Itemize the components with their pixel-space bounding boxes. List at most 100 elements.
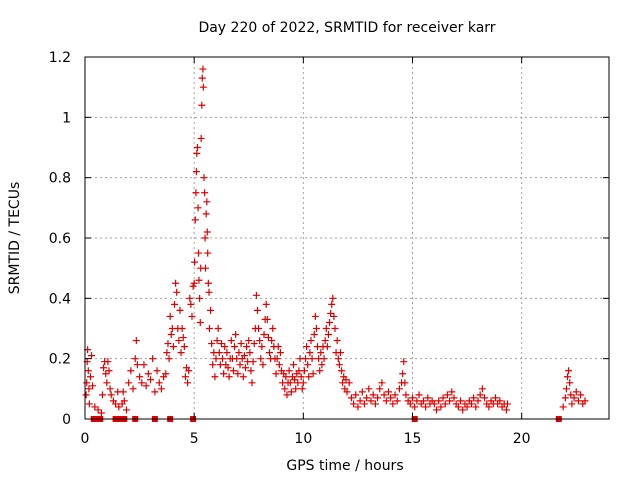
x-tick-label: 10 bbox=[294, 431, 312, 447]
data-point bbox=[196, 318, 204, 326]
data-point bbox=[286, 379, 294, 387]
data-point bbox=[354, 403, 362, 411]
data-point bbox=[328, 300, 336, 308]
data-point bbox=[564, 373, 572, 381]
data-point bbox=[369, 391, 377, 399]
data-point bbox=[253, 306, 261, 314]
data-point bbox=[202, 210, 210, 218]
data-point bbox=[269, 325, 277, 332]
data-point bbox=[217, 340, 225, 348]
data-point bbox=[202, 264, 210, 272]
data-point bbox=[342, 376, 350, 384]
data-point bbox=[577, 391, 585, 399]
data-point bbox=[409, 394, 416, 402]
data-point bbox=[441, 400, 449, 408]
data-point bbox=[223, 349, 231, 357]
data-point bbox=[376, 385, 384, 393]
axis-ticks: 0 5 10 15 20 0 0.2 0.4 0.6 0.8 1 1.2 bbox=[49, 50, 609, 447]
data-point bbox=[149, 355, 157, 363]
data-point bbox=[298, 385, 306, 393]
data-point bbox=[82, 391, 90, 399]
data-point bbox=[393, 397, 401, 405]
data-point bbox=[252, 291, 260, 299]
data-point bbox=[257, 355, 265, 363]
data-point bbox=[387, 394, 395, 402]
data-point bbox=[476, 391, 484, 399]
data-point bbox=[231, 343, 239, 351]
data-point bbox=[334, 355, 342, 363]
data-point bbox=[367, 397, 375, 405]
data-point bbox=[195, 249, 203, 257]
data-point bbox=[200, 174, 208, 182]
data-point bbox=[285, 367, 293, 375]
data-point bbox=[433, 406, 441, 414]
data-point bbox=[448, 388, 456, 396]
x-tick-label: 5 bbox=[190, 431, 199, 447]
data-point bbox=[391, 391, 399, 399]
data-point bbox=[227, 337, 235, 345]
data-point bbox=[215, 349, 223, 357]
y-tick-label: 1.2 bbox=[49, 50, 71, 66]
data-point bbox=[502, 406, 510, 414]
data-point bbox=[165, 355, 173, 363]
data-point bbox=[363, 394, 371, 402]
data-point bbox=[127, 367, 135, 375]
data-point bbox=[120, 397, 128, 405]
data-point bbox=[567, 391, 575, 399]
y-tick-label: 0.8 bbox=[49, 171, 71, 187]
data-point bbox=[258, 343, 266, 351]
data-point bbox=[446, 397, 454, 405]
data-point bbox=[179, 334, 187, 342]
data-point bbox=[331, 325, 339, 332]
data-point bbox=[163, 349, 171, 357]
data-point bbox=[297, 373, 305, 381]
data-point bbox=[204, 279, 212, 287]
data-point bbox=[463, 403, 471, 411]
data-point bbox=[572, 388, 580, 396]
data-point bbox=[384, 388, 392, 396]
data-point bbox=[136, 373, 144, 381]
data-point bbox=[281, 385, 289, 393]
data-point bbox=[199, 65, 207, 73]
data-point bbox=[399, 370, 407, 378]
data-point bbox=[157, 385, 165, 393]
data-point bbox=[144, 370, 152, 378]
data-point bbox=[283, 391, 291, 399]
data-point bbox=[173, 288, 181, 296]
data-point bbox=[430, 400, 438, 408]
data-point bbox=[422, 403, 430, 411]
data-point bbox=[365, 385, 373, 393]
data-point bbox=[287, 388, 295, 396]
data-point bbox=[203, 228, 211, 236]
data-point bbox=[415, 391, 423, 399]
data-point bbox=[201, 234, 209, 242]
data-point bbox=[260, 331, 268, 339]
data-point bbox=[274, 343, 282, 351]
data-point bbox=[196, 294, 204, 302]
data-point bbox=[323, 343, 331, 351]
data-point bbox=[129, 385, 137, 393]
data-point bbox=[457, 397, 465, 405]
data-point bbox=[378, 379, 386, 387]
data-point bbox=[147, 376, 154, 384]
data-point bbox=[100, 364, 108, 372]
data-point bbox=[187, 300, 195, 308]
data-point bbox=[112, 400, 120, 408]
data-point bbox=[338, 367, 346, 375]
data-point bbox=[318, 361, 326, 369]
data-point bbox=[195, 276, 203, 284]
chart-title: Day 220 of 2022, SRMTID for receiver kar… bbox=[198, 20, 495, 36]
data-point bbox=[199, 83, 207, 91]
data-point bbox=[439, 394, 447, 402]
data-point bbox=[395, 385, 403, 393]
data-point bbox=[133, 361, 141, 369]
data-point bbox=[214, 325, 222, 332]
data-point bbox=[470, 394, 478, 402]
data-point bbox=[561, 394, 569, 402]
data-point bbox=[192, 189, 200, 197]
data-point bbox=[333, 337, 341, 345]
x-tick-label: 20 bbox=[513, 431, 531, 447]
data-point bbox=[162, 370, 170, 378]
